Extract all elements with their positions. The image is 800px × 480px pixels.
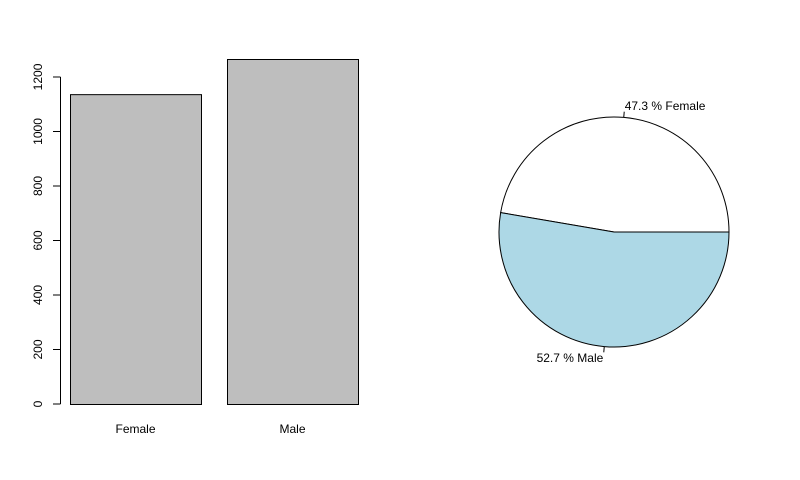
y-tick-label-800: 800 [31, 176, 45, 196]
y-tick-label-1000: 1000 [31, 118, 45, 145]
bar-chart-y-axis: 0 200 400 600 800 1000 1200 [31, 63, 61, 407]
y-tick-label-0: 0 [31, 400, 45, 407]
bar-male [227, 59, 359, 405]
bar-chart-bars [70, 59, 359, 406]
y-tick-label-1200: 1200 [31, 63, 45, 90]
x-tick-label-female: Female [115, 422, 155, 436]
bar-female [70, 94, 202, 406]
pie-slice-female [500, 116, 730, 233]
pie-label-male: 52.7 % Male [537, 351, 604, 365]
y-tick-label-600: 600 [31, 230, 45, 250]
y-tick-label-400: 400 [31, 285, 45, 305]
pie-chart-slices [498, 116, 730, 348]
x-tick-label-male: Male [279, 422, 305, 436]
y-tick-label-200: 200 [31, 339, 45, 359]
pie-chart-labels: 47.3 % Female 52.7 % Male [537, 99, 706, 365]
pie-slice-male [498, 212, 730, 348]
pie-chart: 47.3 % Female 52.7 % Male [498, 99, 730, 365]
bar-chart-x-labels: Female Male [115, 422, 305, 436]
pie-label-female: 47.3 % Female [625, 99, 706, 113]
bar-chart: 0 200 400 600 800 1000 1200 Female Male [31, 59, 359, 436]
